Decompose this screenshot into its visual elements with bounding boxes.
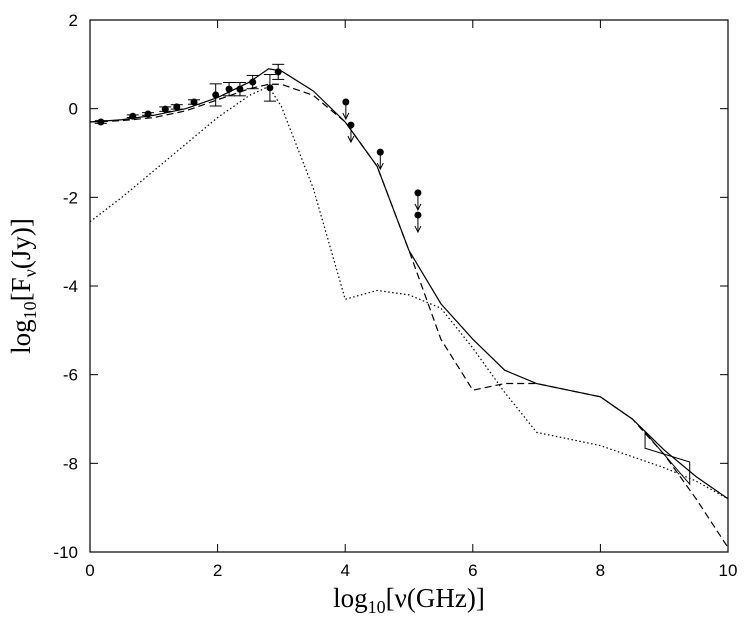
x-label-part: 10 [368,597,386,617]
plot-frame [89,19,729,553]
data-point [236,85,244,93]
y-tick-label: -8 [63,454,78,473]
y-tick-label: 2 [69,11,78,30]
upper-limit-arrowhead [414,225,422,234]
upper-limit-arrowhead [347,135,355,144]
bowtie [644,430,691,486]
data-point [190,98,198,106]
y-label-part: ν [20,269,40,277]
x-tick-label: 8 [596,561,605,580]
y-tick-label: -4 [63,277,78,296]
upper-limit-arrowhead [376,162,384,171]
y-axis-label: log10[Fν(Jy)] [6,218,40,354]
y-label-part: 10 [20,301,40,319]
x-tick-label: 2 [213,561,222,580]
model-curve [89,85,729,500]
model-curve [89,68,729,500]
x-label-part: [ν(GHz)] [386,583,485,613]
data-point [173,103,181,111]
y-label-part: [F [6,277,36,301]
y-tick-label: -2 [63,188,78,207]
data-point [274,68,282,76]
upper-limit-arrowhead [342,112,350,121]
upper-limit-arrowhead [414,203,422,212]
data-point [129,112,137,120]
data-point [249,78,257,86]
y-tick-label: -10 [53,543,78,562]
y-label-part: log [6,319,36,354]
y-label-part: (Jy)] [6,218,36,269]
x-tick-label: 6 [468,561,477,580]
x-tick-label: 10 [719,561,738,580]
x-tick-label: 4 [340,561,349,580]
model-curve [89,83,729,548]
data-point [212,91,220,99]
data-point [266,84,274,92]
data-point [225,85,233,93]
data-point [97,118,105,126]
data-point [144,110,152,118]
x-label-part: log [333,583,368,613]
y-tick-label: 0 [69,100,78,119]
x-axis-label: log10[ν(GHz)] [333,583,485,617]
y-tick-label: -6 [63,366,78,385]
data-point [161,105,169,113]
x-tick-label: 0 [85,561,94,580]
